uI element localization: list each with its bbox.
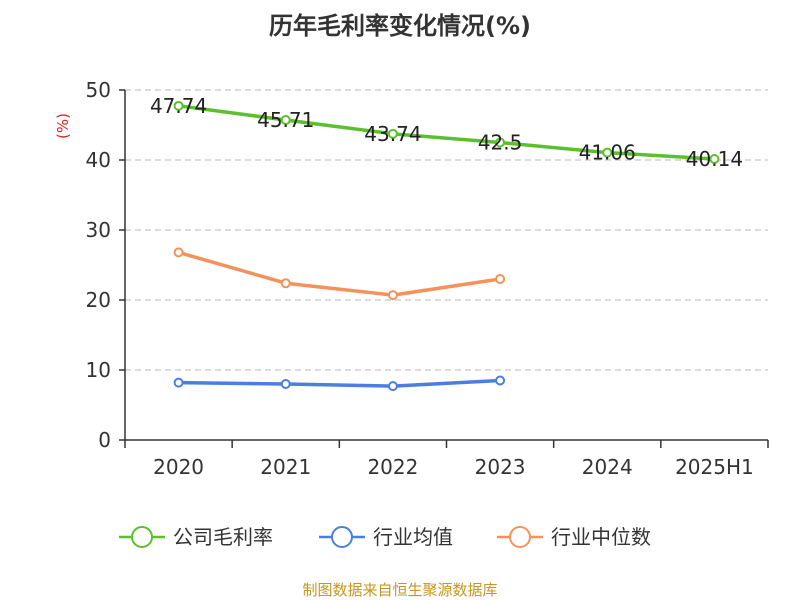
data-label: 41.06 <box>579 141 636 165</box>
x-tick-label: 2021 <box>260 455 311 479</box>
x-tick-label: 2020 <box>153 455 204 479</box>
data-point <box>387 128 398 139</box>
data-point <box>173 377 184 388</box>
y-tick-label: 0 <box>98 428 111 452</box>
data-point <box>602 147 613 158</box>
y-tick-label: 10 <box>86 358 111 382</box>
data-point <box>495 375 506 386</box>
legend-marker <box>331 526 353 548</box>
legend-marker <box>131 526 153 548</box>
source-note: 制图数据来自恒生聚源数据库 <box>302 581 497 599</box>
series-line <box>176 250 502 297</box>
data-label: 40.14 <box>686 147 743 171</box>
data-point <box>387 381 398 392</box>
series <box>173 100 720 392</box>
legend-label: 公司毛利率 <box>173 525 273 549</box>
data-point <box>280 379 291 389</box>
legend-label: 行业均值 <box>373 525 453 549</box>
legend-item[interactable]: 行业均值 <box>319 525 453 549</box>
data-point <box>495 274 506 284</box>
data-label: 42.5 <box>478 131 523 155</box>
legend-marker <box>509 526 531 548</box>
data-point <box>387 290 398 301</box>
y-axis-unit-label: (%) <box>54 113 72 139</box>
axes: 0 10 20 30 40 50 2020 2021 2022 2023 2024 2025H1 <box>86 78 769 479</box>
data-point <box>709 154 720 165</box>
data-labels: 47.74 45.71 43.74 42.5 41.06 40.14 <box>150 94 743 171</box>
x-tick-label: 2023 <box>475 455 526 479</box>
series-line <box>176 378 502 388</box>
y-tick-label: 50 <box>86 78 111 102</box>
data-label: 45.71 <box>257 108 314 132</box>
data-point <box>173 100 184 111</box>
data-point <box>173 247 184 258</box>
legend-label: 行业中位数 <box>551 525 651 549</box>
legend-item[interactable]: 行业中位数 <box>497 525 651 549</box>
y-tick-label: 30 <box>86 218 111 242</box>
y-tick-label: 40 <box>86 148 111 172</box>
data-point <box>280 278 291 289</box>
data-label: 43.74 <box>364 122 421 146</box>
data-label: 47.74 <box>150 94 207 118</box>
x-tick-label: 2024 <box>582 455 633 479</box>
y-tick-label: 20 <box>86 288 111 312</box>
x-tick-label: 2025H1 <box>675 455 754 479</box>
x-tick-label: 2022 <box>367 455 418 479</box>
series-line <box>176 104 717 161</box>
legend-item[interactable]: 公司毛利率 <box>119 525 273 549</box>
chart-title: 历年毛利率变化情况(%) <box>269 12 531 40</box>
data-point <box>280 115 291 126</box>
grid-lines <box>125 89 768 371</box>
data-point <box>495 137 506 148</box>
legend: 公司毛利率 行业均值 行业中位数 <box>119 525 651 549</box>
